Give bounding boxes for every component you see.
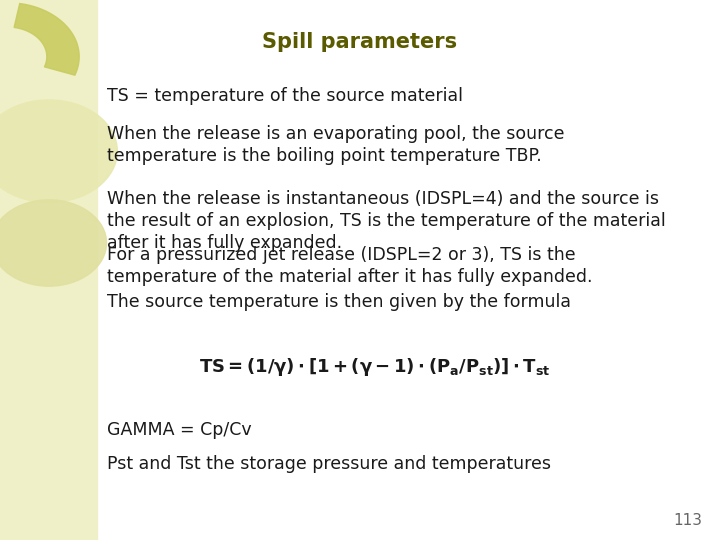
Text: The source temperature is then given by the formula: The source temperature is then given by … bbox=[107, 293, 570, 310]
Text: For a pressurized jet release (IDSPL=2 or 3), TS is the
temperature of the mater: For a pressurized jet release (IDSPL=2 o… bbox=[107, 246, 592, 286]
Text: GAMMA = Cp/Cv: GAMMA = Cp/Cv bbox=[107, 421, 251, 439]
Circle shape bbox=[0, 200, 107, 286]
Polygon shape bbox=[14, 4, 79, 75]
Text: 113: 113 bbox=[673, 513, 702, 528]
Text: TS = temperature of the source material: TS = temperature of the source material bbox=[107, 87, 462, 105]
Text: Pst and Tst the storage pressure and temperatures: Pst and Tst the storage pressure and tem… bbox=[107, 455, 551, 472]
Text: Spill parameters: Spill parameters bbox=[262, 32, 458, 52]
Text: $\mathbf{TS = (1/\gamma) \cdot [1 + (\gamma - 1) \cdot (P_a/P_{st})] \cdot T_{st: $\mathbf{TS = (1/\gamma) \cdot [1 + (\ga… bbox=[199, 356, 550, 379]
Bar bbox=[0, 0, 97, 540]
Circle shape bbox=[0, 100, 117, 202]
Text: When the release is an evaporating pool, the source
temperature is the boiling p: When the release is an evaporating pool,… bbox=[107, 125, 564, 165]
Text: When the release is instantaneous (IDSPL=4) and the source is
the result of an e: When the release is instantaneous (IDSPL… bbox=[107, 190, 665, 253]
